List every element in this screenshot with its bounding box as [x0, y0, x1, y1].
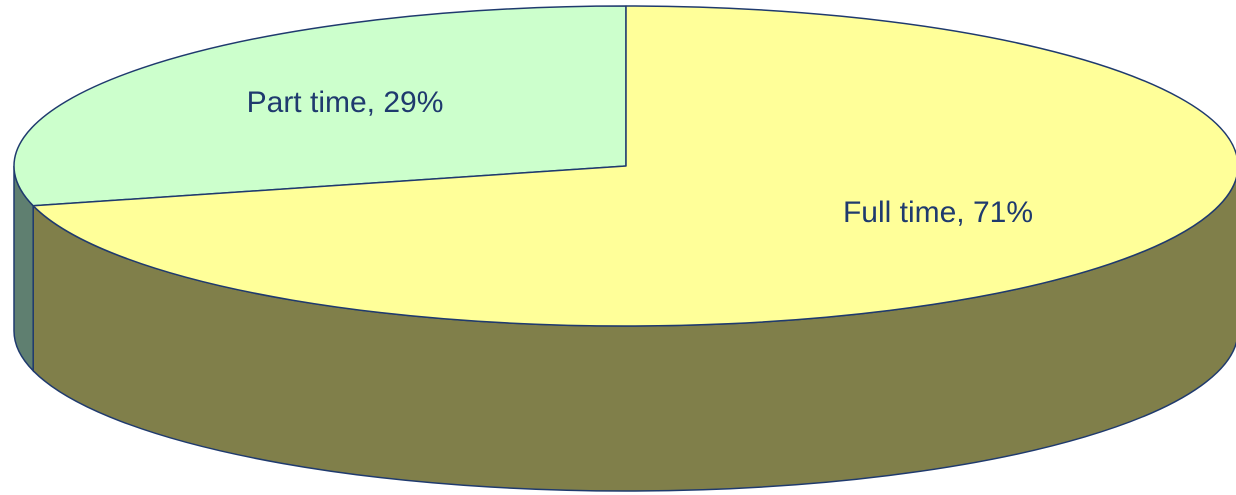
slice-part-time: [13, 5, 627, 207]
slice-label-full-time: Full time, 71%: [843, 196, 1033, 229]
pie-tops: [13, 5, 1236, 327]
pie-labels: Part time, 29% Full time, 71%: [247, 86, 1033, 229]
slice-label-part-time: Part time, 29%: [247, 86, 444, 119]
slice-full-time: [32, 5, 1236, 327]
